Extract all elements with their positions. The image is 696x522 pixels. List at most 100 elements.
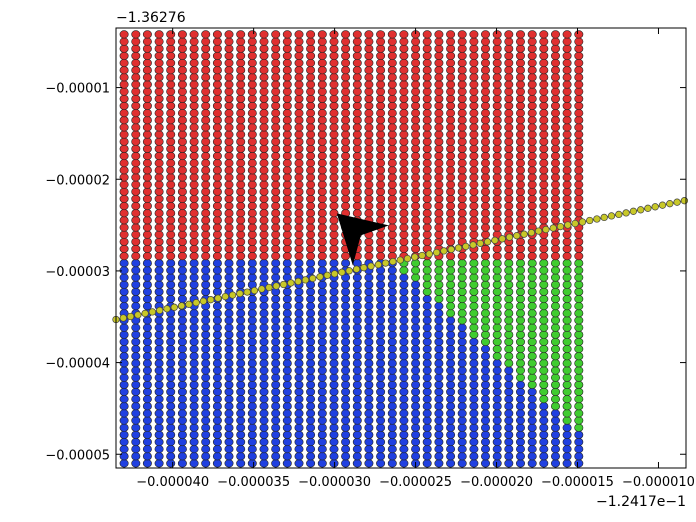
data-point [376,387,386,397]
data-point [539,359,549,368]
data-point [282,87,292,96]
data-point [166,366,176,375]
data-point [434,73,444,82]
data-point [399,137,409,146]
data-point [142,380,152,389]
data-point [504,108,514,118]
data-point [515,437,525,447]
data-point [352,30,362,39]
data-point [201,344,211,354]
path-point [236,289,244,298]
data-point [131,180,141,189]
data-point [189,309,199,318]
data-point [282,344,292,354]
data-point [212,437,222,447]
data-point [212,259,222,268]
data-point [201,316,211,325]
data-point [166,294,176,304]
data-point [317,259,327,268]
data-point [399,430,409,439]
data-point [329,259,339,268]
data-point [259,201,269,211]
data-point [294,402,304,411]
data-point [317,223,327,232]
data-point [422,230,432,239]
data-point [411,402,421,411]
data-point [539,244,549,253]
data-point [201,459,211,468]
data-point [422,373,432,382]
data-point [224,402,234,411]
data-point [457,87,467,96]
data-point [317,58,327,68]
data-point [422,194,432,203]
data-point [434,416,444,425]
data-point [212,373,222,382]
data-point [247,409,257,418]
data-point [550,387,560,397]
data-point [166,373,176,382]
data-point [469,94,479,103]
data-point [387,58,397,68]
data-point [504,344,514,354]
data-point [131,201,141,211]
data-point [446,180,456,189]
data-point [574,423,584,432]
data-point [212,409,222,418]
data-point [399,273,409,282]
data-point [131,430,141,439]
data-point [434,302,444,311]
data-point [574,459,584,468]
data-point [131,237,141,246]
data-point [550,187,560,196]
data-point [154,230,164,239]
data-point [480,294,490,304]
data-point [294,380,304,389]
data-point [574,273,584,282]
data-point [515,344,525,354]
data-point [422,266,432,275]
data-point [364,137,374,146]
data-point [434,180,444,189]
data-point [574,201,584,211]
data-point [562,144,572,153]
data-point [504,209,514,218]
data-point [574,173,584,182]
data-point [142,30,152,39]
data-point [329,337,339,347]
data-point [154,459,164,468]
data-point [446,330,456,339]
data-point [201,80,211,89]
data-point [492,452,502,461]
data-point [166,387,176,397]
data-point [492,30,502,39]
data-point [201,94,211,103]
data-point [119,423,129,432]
data-point [317,402,327,411]
data-point [562,237,572,246]
data-point [399,66,409,75]
data-point [282,144,292,153]
data-point [422,409,432,418]
data-point [387,230,397,239]
data-point [446,80,456,89]
data-point [177,273,187,282]
data-point [282,409,292,418]
data-point [142,395,152,404]
data-point [480,366,490,375]
data-point [294,194,304,203]
data-point [469,166,479,175]
data-point [515,373,525,382]
data-point [317,166,327,175]
data-point [166,66,176,75]
data-point [201,402,211,411]
data-point [142,416,152,425]
data-point [131,366,141,375]
data-point [504,380,514,389]
data-point [247,423,257,432]
data-point [411,280,421,289]
data-point [271,437,281,447]
y-tick-label: −0.00003 [45,265,110,280]
data-point [177,294,187,304]
data-point [189,352,199,361]
